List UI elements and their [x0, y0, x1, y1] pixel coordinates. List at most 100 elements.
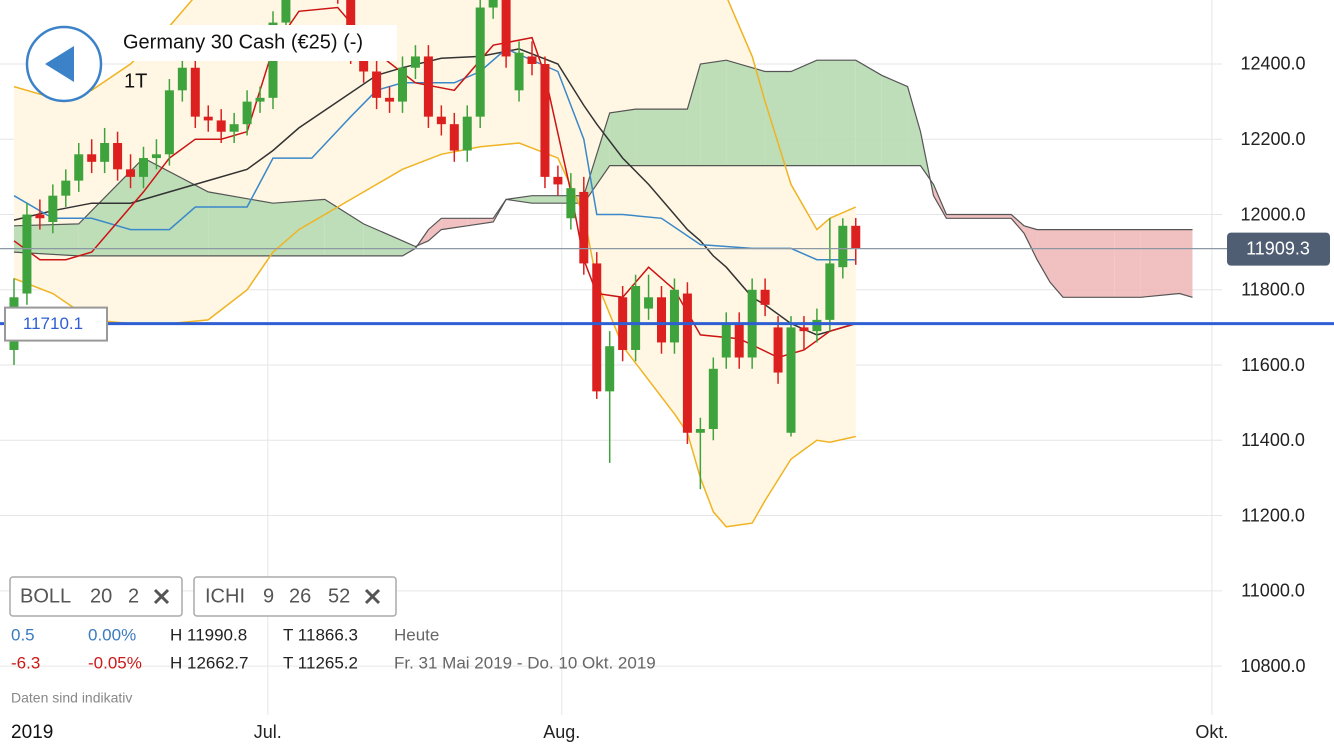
title-background: [115, 25, 397, 61]
candle-body: [436, 116, 446, 125]
candle-body: [359, 52, 369, 72]
candle-body: [760, 289, 770, 305]
cloud-segment: [1024, 225, 1038, 260]
candle-body: [786, 327, 796, 433]
bollinger-upper: [13, 0, 857, 231]
candle-body: [682, 293, 692, 433]
tenkan-line: [13, 6, 857, 359]
close-icon[interactable]: [153, 588, 170, 605]
cloud-segment: [920, 131, 934, 196]
candle-body: [644, 297, 654, 309]
candle-body: [423, 56, 433, 117]
y-tick-label: 10800.0: [1240, 656, 1305, 676]
y-tick-label: 11400.0: [1241, 430, 1305, 450]
candle-body: [242, 101, 252, 125]
candle-body: [475, 7, 485, 117]
chip-param: 20: [90, 585, 112, 607]
close-icon[interactable]: [364, 588, 381, 605]
cloud-segment: [208, 191, 273, 256]
candle-body: [35, 214, 45, 219]
cloud-segment: [726, 60, 766, 166]
candle-body: [488, 0, 498, 8]
candle-body: [631, 286, 641, 350]
candle-body: [449, 124, 459, 151]
candle-body: [372, 71, 382, 98]
year-background: [0, 718, 70, 750]
stat-low: T 11866.3: [283, 625, 358, 644]
candle-body: [229, 124, 239, 132]
cloud-segment: [1011, 214, 1025, 234]
candle-body: [501, 0, 511, 57]
stat-high: H 12662.7: [170, 653, 248, 672]
cloud-segment: [881, 75, 908, 166]
candle-body: [255, 97, 265, 102]
year-label: 2019: [11, 722, 53, 743]
back-button[interactable]: [25, 25, 103, 103]
cloud-segment: [609, 109, 636, 166]
candle-body: [799, 327, 809, 332]
y-tick-label: 12200.0: [1240, 129, 1305, 149]
chip-param: 9: [263, 585, 274, 607]
candle-body: [126, 169, 136, 177]
candle-body: [462, 116, 472, 151]
candle-body: [190, 67, 200, 117]
chip-box[interactable]: [9, 576, 183, 617]
stat-high: H 11990.8: [170, 625, 247, 644]
back-arrow[interactable]: [45, 46, 74, 82]
instrument-title: Germany 30 Cash (€25) (-): [123, 31, 363, 53]
candle-body: [113, 143, 123, 170]
interval: 1T: [124, 70, 147, 92]
indicator-chip[interactable]: ICHI 9 26 52: [193, 576, 397, 617]
candle-body: [216, 120, 226, 132]
candle-body: [592, 263, 602, 392]
candle-body: [721, 323, 731, 358]
stat-period: Heute: [394, 625, 439, 644]
cloud-segment: [1062, 229, 1115, 298]
cloud-segment: [467, 218, 494, 226]
y-tick-label: 12400.0: [1240, 54, 1305, 74]
candle-body: [48, 195, 58, 223]
candle-body: [514, 52, 524, 91]
cloud-segment: [1140, 229, 1180, 298]
candle-body: [527, 56, 537, 64]
chip-param: 52: [328, 585, 350, 607]
candle-body: [22, 214, 32, 294]
candle-body: [164, 90, 174, 155]
candle-body: [397, 67, 407, 102]
cloud-segment: [532, 195, 571, 204]
cloud-segment: [1037, 229, 1051, 283]
candle-body: [553, 176, 563, 185]
indicator-chip[interactable]: BOLL 20 2: [9, 576, 183, 617]
candle-body: [151, 154, 161, 159]
cloud-segment: [1179, 229, 1193, 298]
cloud-segment: [1050, 229, 1063, 298]
candle-body: [838, 225, 848, 268]
candle-body: [773, 327, 783, 373]
stat-percent: 0.00%: [88, 625, 136, 644]
stat-period: Fr. 31 Mai 2019 - Do. 10 Okt. 2019: [394, 653, 656, 672]
candle-body: [100, 143, 110, 162]
chip-name: ICHI: [205, 585, 245, 607]
y-tick-label: 12000.0: [1240, 204, 1305, 224]
candle-body: [825, 263, 835, 320]
candle-body: [708, 368, 718, 429]
candle-body: [385, 97, 395, 102]
chip-param: 2: [128, 585, 139, 607]
candle-body: [540, 63, 550, 177]
cloud-segment: [907, 86, 921, 166]
y-tick-label: 11800.0: [1241, 280, 1305, 300]
disclaimer: Daten sind indikativ: [11, 690, 132, 706]
x-tick-label: Jul.: [254, 722, 282, 742]
cloud-segment: [506, 195, 533, 204]
candle-body: [203, 116, 213, 121]
cloud-segment: [855, 60, 882, 166]
cloud-segment: [272, 199, 325, 256]
y-tick-label: 11600.0: [1241, 355, 1305, 375]
candle-body: [605, 346, 615, 392]
chip-param: 26: [289, 585, 311, 607]
chip-box[interactable]: [193, 576, 397, 617]
current-price-box: [1227, 232, 1330, 266]
candle-body: [87, 154, 97, 162]
span-a-line: [13, 59, 1193, 298]
